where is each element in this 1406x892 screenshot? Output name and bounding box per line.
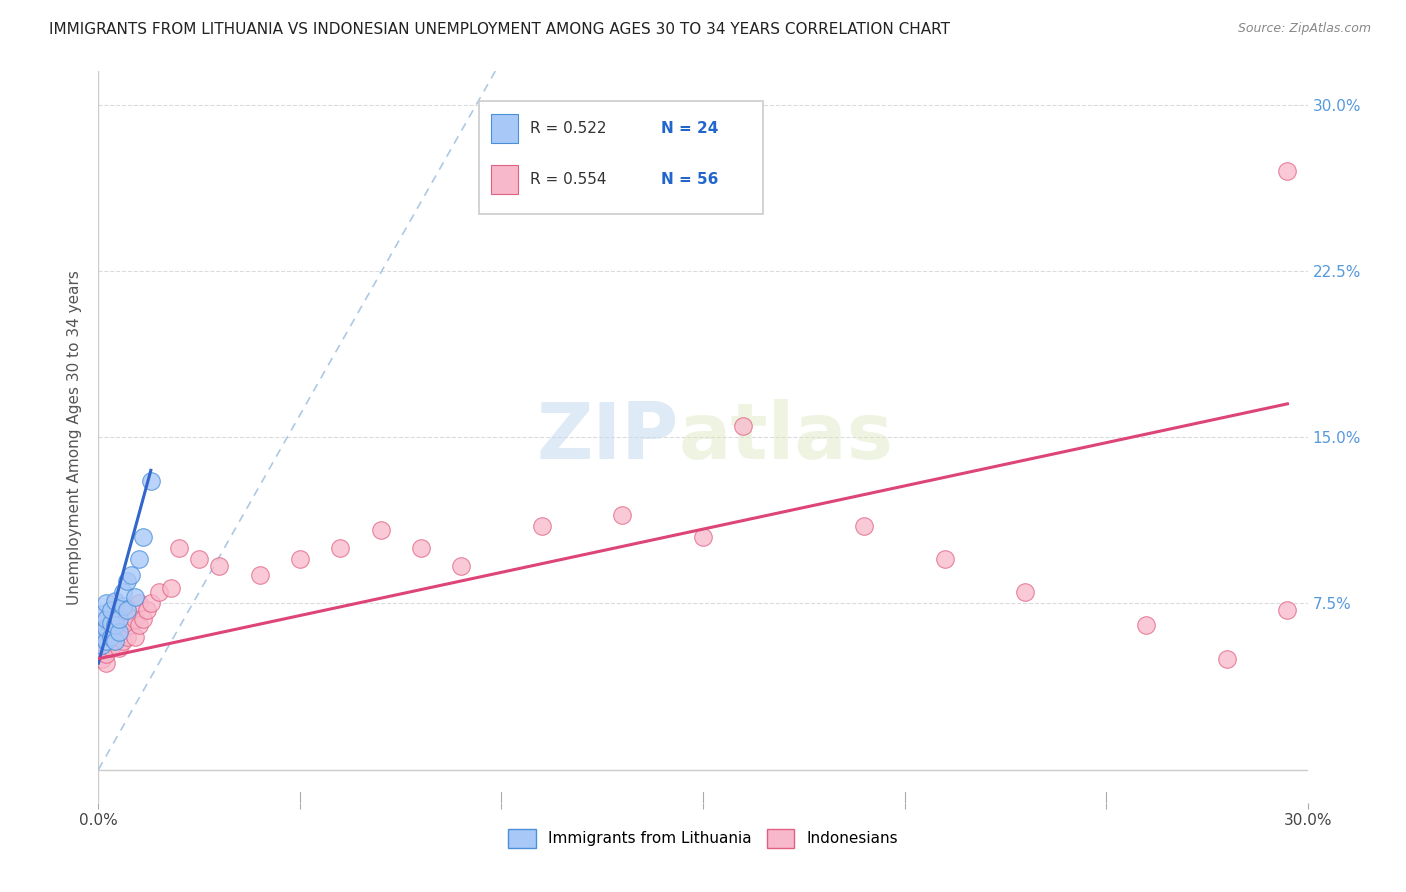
Point <box>128 552 150 566</box>
Point <box>329 541 352 555</box>
Point <box>91 607 114 622</box>
Point <box>370 523 392 537</box>
Point <box>91 630 114 644</box>
Point <box>103 634 125 648</box>
Point <box>96 656 118 670</box>
Point <box>100 616 122 631</box>
Point <box>132 612 155 626</box>
Point <box>103 612 125 626</box>
Point <box>96 612 118 626</box>
Point <box>115 603 138 617</box>
Point <box>160 581 183 595</box>
Point <box>111 585 134 599</box>
Point <box>139 475 162 489</box>
Text: Source: ZipAtlas.com: Source: ZipAtlas.com <box>1237 22 1371 36</box>
Point <box>103 596 125 610</box>
Point <box>249 567 271 582</box>
Point <box>188 552 211 566</box>
Point <box>132 530 155 544</box>
Point <box>1135 618 1157 632</box>
Point <box>91 618 114 632</box>
Point <box>120 567 142 582</box>
Point <box>107 640 129 655</box>
Point <box>115 574 138 589</box>
Point <box>96 596 118 610</box>
Text: R = 0.522: R = 0.522 <box>530 121 606 136</box>
Point <box>139 596 162 610</box>
Point <box>103 618 125 632</box>
Point <box>124 590 146 604</box>
Point <box>1014 585 1036 599</box>
Point <box>612 508 634 522</box>
Point <box>107 625 129 640</box>
Point <box>100 607 122 622</box>
Point <box>100 630 122 644</box>
Point <box>128 596 150 610</box>
Legend: Immigrants from Lithuania, Indonesians: Immigrants from Lithuania, Indonesians <box>502 822 904 854</box>
Text: IMMIGRANTS FROM LITHUANIA VS INDONESIAN UNEMPLOYMENT AMONG AGES 30 TO 34 YEARS C: IMMIGRANTS FROM LITHUANIA VS INDONESIAN … <box>49 22 950 37</box>
Point <box>120 603 142 617</box>
Point <box>103 625 125 640</box>
FancyBboxPatch shape <box>492 114 517 143</box>
Text: N = 24: N = 24 <box>661 121 718 136</box>
Point <box>124 630 146 644</box>
Point <box>733 419 755 434</box>
Point <box>107 612 129 626</box>
Point <box>111 599 134 613</box>
FancyBboxPatch shape <box>479 101 763 214</box>
Point <box>124 612 146 626</box>
Point <box>96 621 118 635</box>
Point <box>167 541 190 555</box>
Point <box>450 558 472 573</box>
Point <box>100 618 122 632</box>
Point <box>409 541 432 555</box>
Point <box>111 634 134 648</box>
Point <box>91 639 114 653</box>
Point <box>107 603 129 617</box>
Point <box>120 618 142 632</box>
Point <box>103 634 125 648</box>
Point <box>96 648 118 662</box>
Point <box>96 634 118 648</box>
Point <box>91 640 114 655</box>
Point <box>96 612 118 626</box>
Point <box>107 630 129 644</box>
Point <box>530 518 553 533</box>
Point <box>288 552 311 566</box>
Text: R = 0.554: R = 0.554 <box>530 172 606 187</box>
Point <box>96 630 118 644</box>
Point <box>692 530 714 544</box>
Y-axis label: Unemployment Among Ages 30 to 34 years: Unemployment Among Ages 30 to 34 years <box>67 269 83 605</box>
Point <box>115 630 138 644</box>
Point <box>1216 651 1239 665</box>
FancyBboxPatch shape <box>492 165 517 194</box>
Point <box>103 594 125 608</box>
Point <box>135 603 157 617</box>
Point <box>128 618 150 632</box>
Point <box>111 603 134 617</box>
Point <box>1277 164 1299 178</box>
Point <box>115 612 138 626</box>
Point <box>111 618 134 632</box>
Point <box>100 630 122 644</box>
Point <box>148 585 170 599</box>
Point <box>934 552 956 566</box>
Point <box>853 518 876 533</box>
Text: atlas: atlas <box>679 399 894 475</box>
Point <box>208 558 231 573</box>
Point <box>91 651 114 665</box>
Point <box>100 603 122 617</box>
Text: N = 56: N = 56 <box>661 172 718 187</box>
Text: ZIP: ZIP <box>537 399 679 475</box>
Point <box>107 618 129 632</box>
Point <box>100 640 122 655</box>
Point <box>91 630 114 644</box>
Point <box>1277 603 1299 617</box>
